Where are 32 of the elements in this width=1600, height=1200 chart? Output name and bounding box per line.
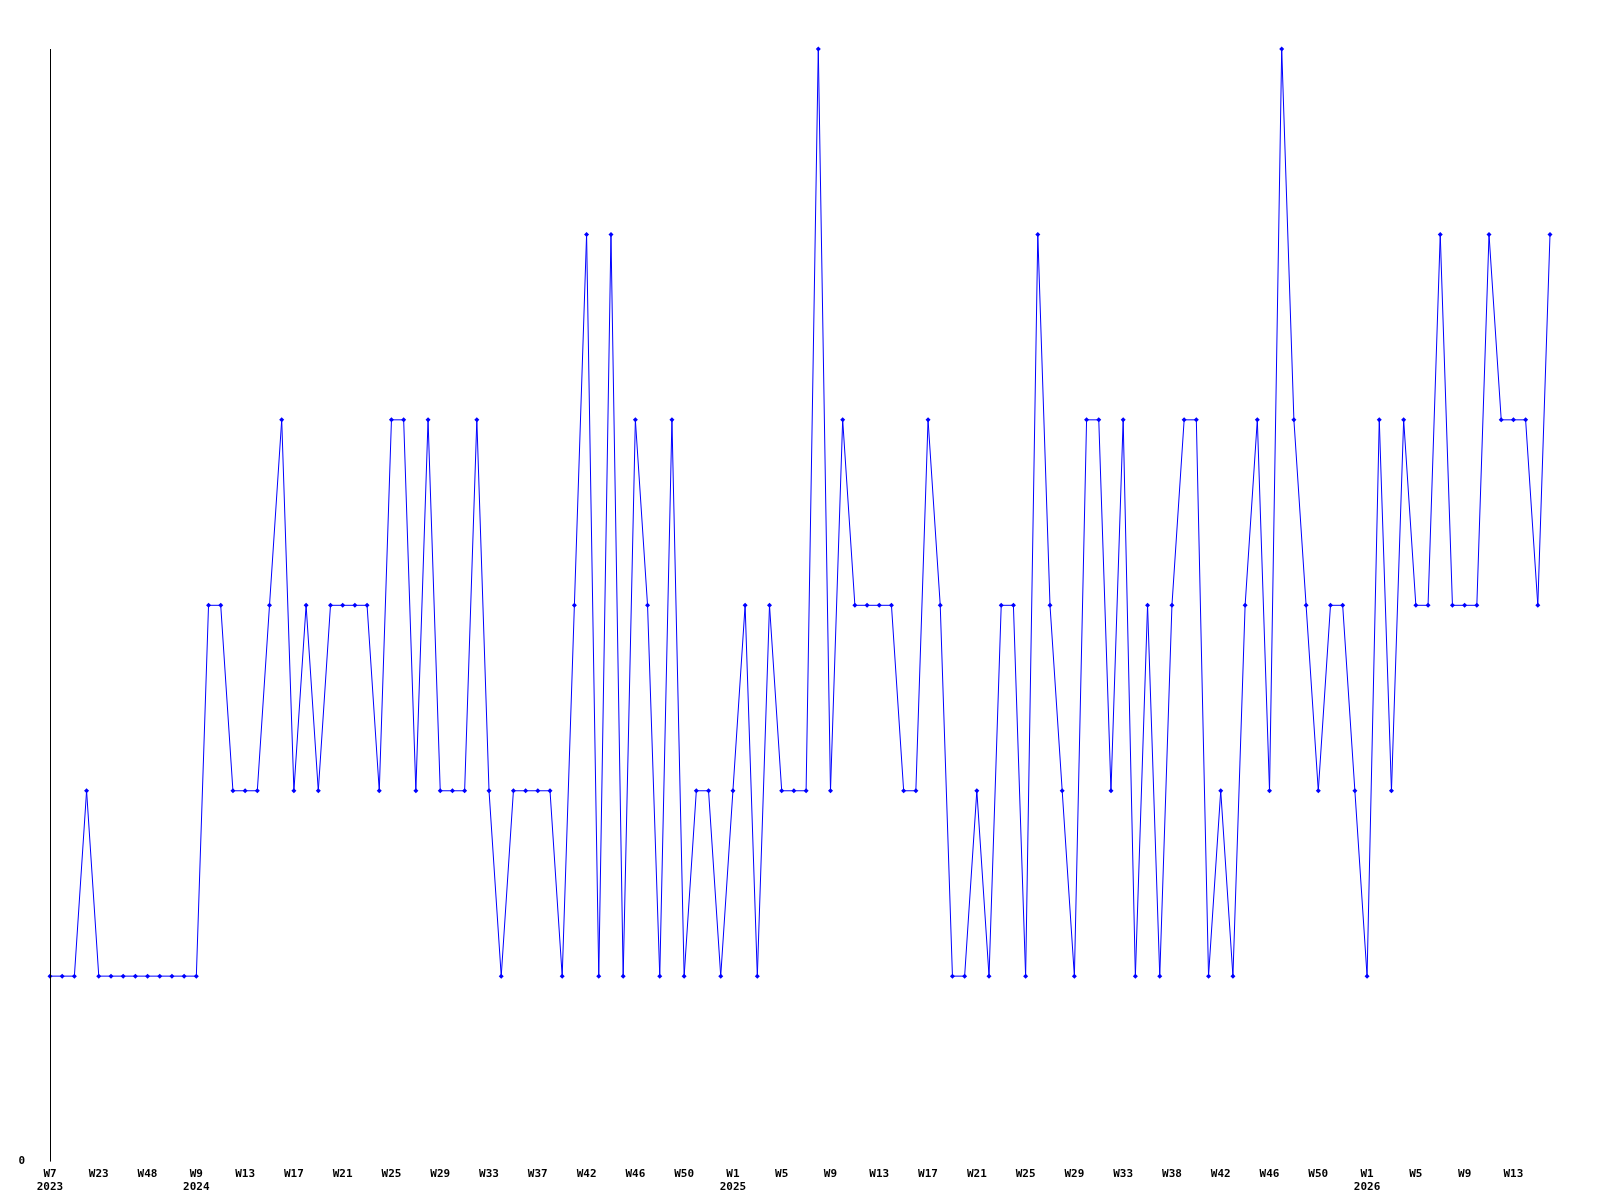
- x-tick-label: W29: [1064, 1167, 1085, 1181]
- x-tick-label: W25: [1015, 1167, 1036, 1181]
- x-tick-label: W13: [869, 1167, 890, 1181]
- x-tick-label: W46: [625, 1167, 646, 1181]
- x-tick-label: W7 2023: [36, 1167, 64, 1194]
- x-tick-label: W42: [576, 1167, 597, 1181]
- x-tick-label: W13: [1503, 1167, 1524, 1181]
- x-tick-label: W9 2024: [183, 1167, 210, 1194]
- x-tick-label: W38: [1162, 1167, 1182, 1181]
- x-tick-label: W50: [674, 1167, 695, 1181]
- x-tick-label: W21: [332, 1167, 353, 1181]
- x-tick-label: W9: [823, 1167, 838, 1181]
- x-tick-label: W5: [775, 1167, 789, 1181]
- x-tick-label: W42: [1210, 1167, 1231, 1181]
- x-tick-label: W50: [1308, 1167, 1329, 1181]
- x-tick-label: W46: [1259, 1167, 1280, 1181]
- x-tick-label: W33: [1113, 1167, 1134, 1181]
- x-tick-label: W48: [137, 1167, 158, 1181]
- x-tick-label: W1 2026: [1353, 1167, 1381, 1194]
- x-tick-label: W25: [381, 1167, 402, 1181]
- x-tick-label: W17: [918, 1167, 938, 1181]
- x-tick-label: W37: [527, 1167, 548, 1181]
- x-tick-label: W29: [430, 1167, 451, 1181]
- x-tick-label: W1 2025: [719, 1167, 747, 1194]
- x-tick-label: W13: [235, 1167, 256, 1181]
- x-tick-label: W33: [479, 1167, 499, 1181]
- x-tick-label: W23: [88, 1167, 109, 1181]
- text: 0: [18, 1154, 25, 1168]
- x-tick-label: W21: [966, 1167, 988, 1181]
- x-tick-label: W17: [283, 1167, 304, 1181]
- x-tick-label: W5: [1409, 1167, 1423, 1181]
- x-tick-label: W9: [1458, 1167, 1472, 1181]
